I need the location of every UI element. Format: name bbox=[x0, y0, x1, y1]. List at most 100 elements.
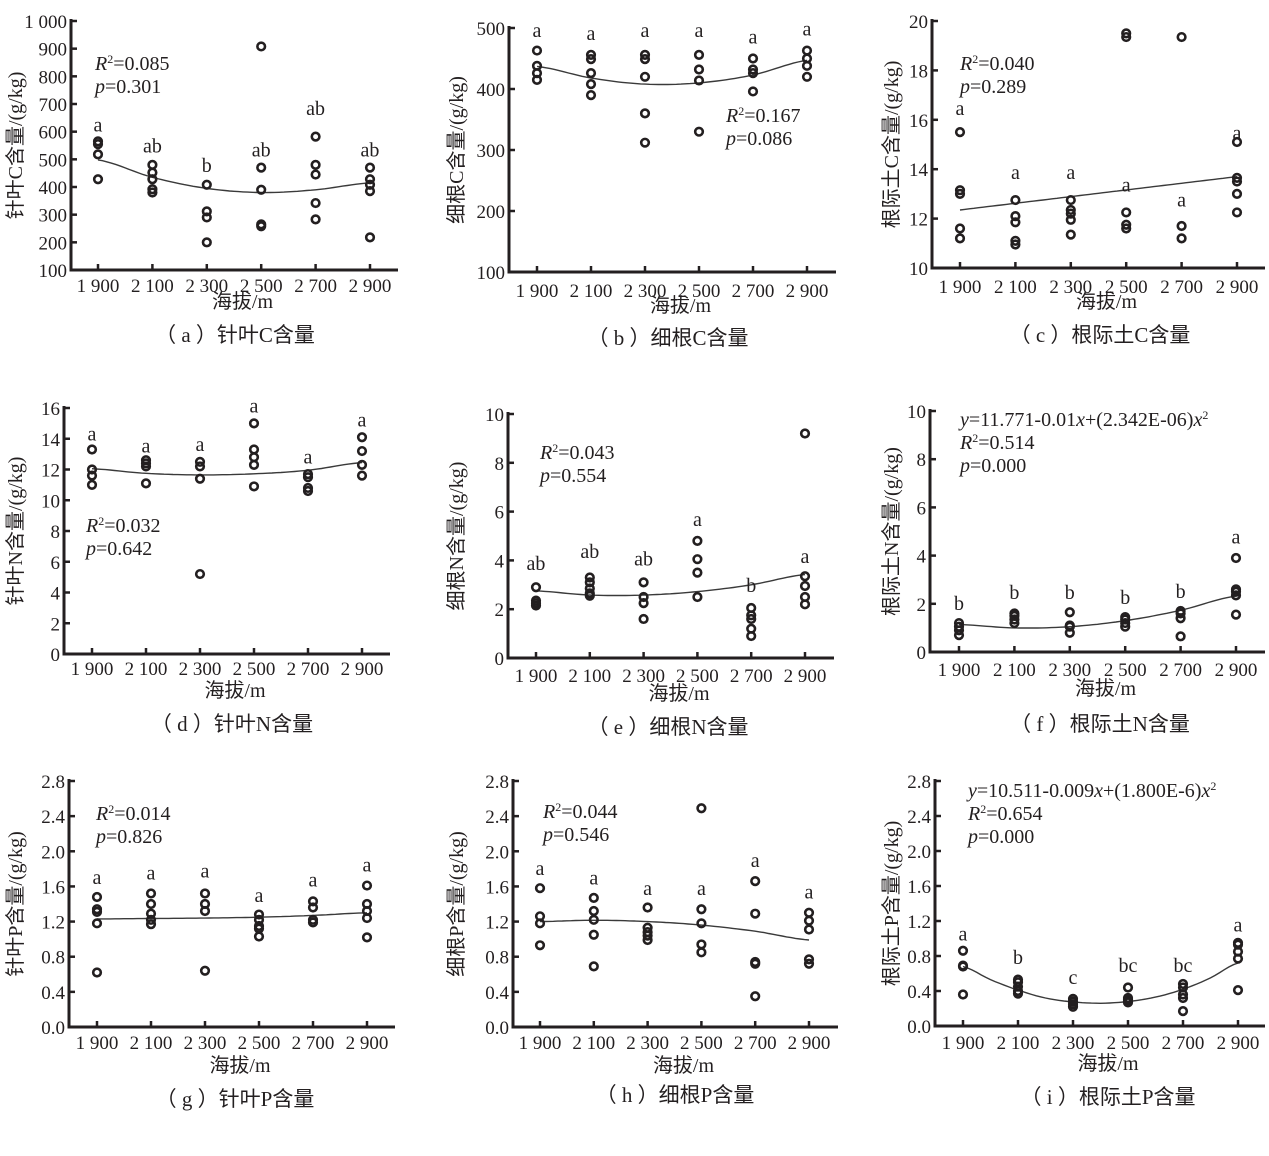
x-tick-label: 2 700 bbox=[732, 281, 775, 302]
data-point bbox=[1065, 194, 1076, 206]
significance-letter: a bbox=[1233, 123, 1242, 145]
data-point bbox=[199, 888, 211, 899]
significance-letter: a bbox=[1232, 527, 1241, 549]
data-point bbox=[194, 473, 206, 484]
y-tick-label: 8 bbox=[51, 522, 61, 543]
data-point bbox=[1176, 233, 1187, 244]
x-axis-title: 海拔/m bbox=[650, 294, 712, 317]
data-point bbox=[1065, 204, 1076, 216]
significance-letter: a bbox=[959, 923, 968, 945]
y-tick-label: 1 000 bbox=[24, 12, 67, 33]
y-tick-label: 2.4 bbox=[485, 807, 509, 828]
y-tick-label: 2.8 bbox=[41, 772, 65, 793]
x-tick-label: 1 900 bbox=[71, 659, 114, 680]
axis-lines bbox=[933, 779, 1265, 1028]
data-point bbox=[1175, 613, 1186, 624]
x-tick-label: 2 700 bbox=[294, 276, 337, 297]
data-point bbox=[693, 49, 705, 60]
data-point bbox=[638, 597, 649, 609]
x-tick-label: 2 900 bbox=[1215, 660, 1258, 681]
data-point bbox=[364, 232, 376, 243]
data-point bbox=[534, 940, 546, 951]
data-point bbox=[1122, 982, 1134, 993]
data-point bbox=[194, 568, 206, 580]
x-tick-label: 2 500 bbox=[1105, 277, 1148, 298]
y-tick-label: 2.4 bbox=[41, 807, 65, 828]
x-tick-label: 2 500 bbox=[1104, 660, 1147, 681]
data-point bbox=[248, 481, 260, 492]
data-point bbox=[1120, 621, 1131, 632]
data-point bbox=[692, 567, 703, 578]
significance-letter: ab bbox=[252, 140, 271, 162]
y-tick-label: 14 bbox=[909, 160, 929, 181]
x-tick-label: 2 900 bbox=[1216, 277, 1259, 298]
data-point bbox=[92, 139, 104, 150]
panel-caption: （ g ）针叶P含量 bbox=[156, 1087, 315, 1111]
data-point bbox=[801, 71, 813, 82]
x-tick-label: 1 900 bbox=[938, 660, 981, 681]
x-tick-label: 2 100 bbox=[993, 660, 1036, 681]
significance-letter: ab bbox=[306, 98, 325, 120]
y-tick-label: 20 bbox=[909, 12, 928, 33]
panel-caption: （ b ）细根C含量 bbox=[587, 326, 748, 350]
stat-line: p=0.546 bbox=[541, 824, 609, 846]
y-axis-title: 根际土N含量/(g/kg) bbox=[880, 447, 903, 616]
x-tick-label: 2 300 bbox=[1049, 277, 1092, 298]
data-point bbox=[534, 883, 546, 894]
data-point bbox=[1177, 978, 1189, 990]
x-tick-label: 2 700 bbox=[1160, 277, 1203, 298]
stat-line: p=0.086 bbox=[724, 128, 792, 150]
y-tick-label: 0.8 bbox=[485, 948, 509, 969]
y-axis-title: 细根N含量/(g/kg) bbox=[445, 462, 468, 611]
data-point bbox=[1177, 1006, 1189, 1017]
y-tick-label: 16 bbox=[909, 111, 928, 132]
x-tick-label: 2 700 bbox=[1159, 660, 1202, 681]
data-point bbox=[145, 888, 157, 899]
panel-f: 0 2 4 6 8 10 1 900 2 100 2 300 2 500 2 700 2 900 海拔/… bbox=[880, 402, 1265, 736]
data-point bbox=[1230, 586, 1242, 597]
data-point bbox=[1010, 217, 1021, 228]
data-point bbox=[361, 912, 373, 924]
x-tick-label: 2 900 bbox=[784, 666, 827, 687]
data-point bbox=[588, 929, 599, 940]
significance-letter: a bbox=[587, 23, 596, 45]
x-axis-title: 海拔/m bbox=[1076, 290, 1138, 313]
y-tick-label: 6 bbox=[917, 498, 927, 519]
panel-caption: （ e ）细根N含量 bbox=[588, 715, 749, 739]
data-point bbox=[803, 907, 815, 918]
y-tick-label: 2 bbox=[51, 614, 61, 635]
significance-letter: bc bbox=[1119, 955, 1138, 977]
panel-caption: （ c ）根际土C含量 bbox=[1010, 323, 1191, 347]
y-axis-title: 细根C含量/(g/kg) bbox=[445, 76, 468, 224]
y-tick-label: 1.6 bbox=[485, 877, 509, 898]
y-axis-title: 针叶C含量/(g/kg) bbox=[4, 72, 27, 220]
x-tick-label: 1 900 bbox=[76, 1033, 119, 1054]
significance-letter: b bbox=[1065, 582, 1075, 604]
data-point bbox=[364, 174, 376, 185]
data-point bbox=[584, 590, 595, 601]
x-tick-label: 2 300 bbox=[184, 1033, 227, 1054]
y-tick-label: 0.0 bbox=[907, 1017, 931, 1038]
data-point bbox=[696, 918, 707, 929]
data-point bbox=[194, 456, 206, 467]
y-tick-label: 800 bbox=[39, 67, 68, 88]
data-point bbox=[140, 461, 152, 472]
data-point bbox=[585, 79, 597, 90]
y-tick-label: 2 bbox=[495, 600, 505, 621]
y-tick-label: 0.0 bbox=[485, 1018, 509, 1039]
stat-line: p=0.554 bbox=[538, 465, 606, 487]
data-point bbox=[1010, 235, 1021, 246]
data-point bbox=[1012, 988, 1024, 999]
data-point bbox=[310, 214, 321, 225]
y-tick-label: 4 bbox=[917, 547, 927, 568]
data-point bbox=[954, 127, 966, 138]
y-tick-label: 100 bbox=[39, 261, 68, 282]
significance-letter: a bbox=[88, 423, 97, 445]
y-tick-label: 10 bbox=[909, 259, 928, 280]
data-point bbox=[585, 54, 597, 65]
data-point bbox=[642, 934, 653, 946]
x-tick-label: 2 300 bbox=[622, 666, 665, 687]
x-tick-label: 2 700 bbox=[287, 659, 330, 680]
data-point bbox=[803, 924, 815, 935]
data-point bbox=[199, 965, 211, 976]
